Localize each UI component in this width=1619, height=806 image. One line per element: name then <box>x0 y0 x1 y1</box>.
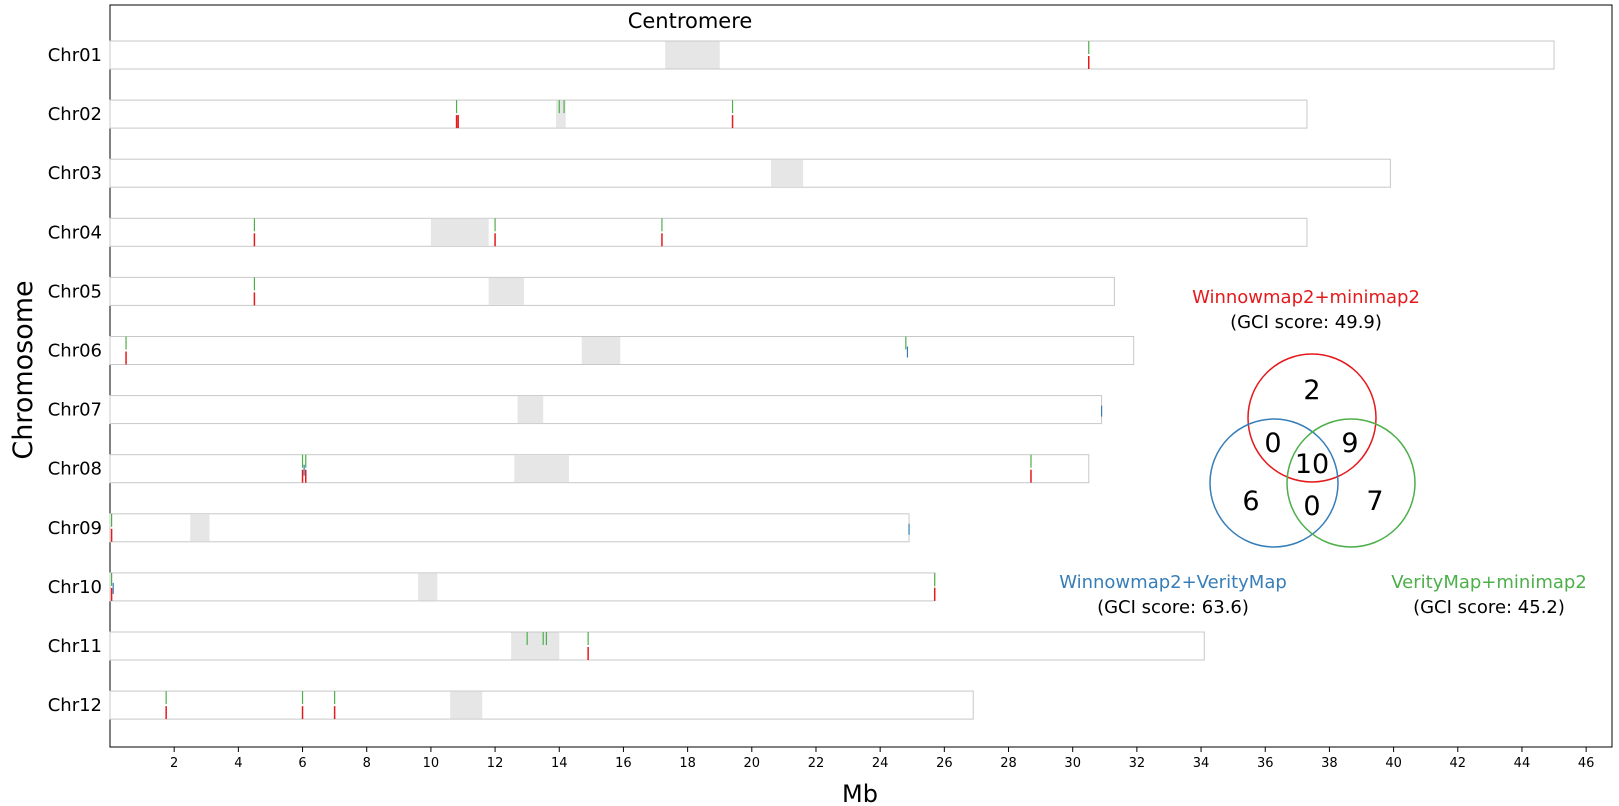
venn-count-blue-only: 6 <box>1242 486 1259 517</box>
x-tick-label: 16 <box>615 756 632 771</box>
chromosome-label: Chr11 <box>48 636 102 657</box>
chromosome-label: Chr03 <box>48 163 102 184</box>
chromosome-bar <box>109 99 1308 129</box>
venn-circle-winnowmap2-veritymap <box>1209 418 1339 548</box>
x-tick-label: 34 <box>1193 756 1210 771</box>
chromosome-label: Chr08 <box>48 459 102 480</box>
venn-count-green-only: 7 <box>1366 486 1383 517</box>
chromosome-label: Chr01 <box>48 45 102 66</box>
x-tick-label: 38 <box>1321 756 1338 771</box>
x-axis-label: Mb <box>842 780 878 806</box>
x-tick-label: 8 <box>363 756 371 771</box>
chromosome-bar <box>109 217 1308 247</box>
x-tick-label: 46 <box>1578 756 1595 771</box>
chromosome-bar <box>109 690 974 720</box>
chromosome-bar <box>109 336 1135 365</box>
x-tick-label: 40 <box>1385 756 1402 771</box>
chromosome-label: Chr12 <box>48 695 102 716</box>
x-tick-label: 24 <box>872 756 889 771</box>
chromosome-bar <box>109 572 936 602</box>
chromosome-label: Chr02 <box>48 104 102 125</box>
venn-score-winnowmap2-minimap2: (GCI score: 49.9) <box>1230 312 1382 333</box>
venn-score-winnowmap2-veritymap: (GCI score: 63.6) <box>1097 597 1249 618</box>
centromere-block <box>450 691 483 719</box>
centromere-block <box>581 337 621 364</box>
chromosome-label: Chr09 <box>48 518 102 539</box>
chromosome-tracks: Chr01 Chr02 Chr03 Chr04 Chr05 Chr06 Chr07 Chr08… <box>48 40 1555 720</box>
centromere-block <box>190 514 210 542</box>
chromosome-bar <box>109 40 1555 70</box>
chromosome-chr05: Chr05 <box>48 276 1115 306</box>
venn-count-all-three: 10 <box>1295 449 1329 480</box>
chromosome-bar <box>109 158 1391 188</box>
x-tick-label: 22 <box>808 756 825 771</box>
centromere-block <box>418 573 438 601</box>
centromere-block <box>511 632 560 660</box>
venn-diagram: 2 0 9 10 6 0 7 Winnowmap2+minimap2 (GCI … <box>1059 287 1587 618</box>
x-tick-label: 44 <box>1514 756 1531 771</box>
chromosome-bar <box>109 395 1103 425</box>
x-tick-label: 28 <box>1000 756 1017 771</box>
chromosome-chr08: Chr08 <box>48 454 1090 484</box>
chromosome-chr01: Chr01 <box>48 40 1555 70</box>
chromosome-chr03: Chr03 <box>48 158 1391 188</box>
chromosome-chr07: Chr07 <box>48 395 1103 425</box>
venn-label-veritymap-minimap2: VerityMap+minimap2 <box>1391 572 1587 593</box>
centromere-label: Centromere <box>628 9 753 33</box>
chromosome-label: Chr10 <box>48 577 102 598</box>
centromere-block <box>517 396 544 424</box>
x-tick-label: 2 <box>170 756 178 771</box>
venn-count-blue-green: 0 <box>1303 491 1320 522</box>
x-tick-label: 20 <box>744 756 761 771</box>
chromosome-label: Chr05 <box>48 281 102 302</box>
x-tick-label: 6 <box>298 756 306 771</box>
chromosome-bar <box>109 631 1205 661</box>
venn-count-red-blue: 0 <box>1264 428 1281 459</box>
chromosome-chr12: Chr12 <box>48 690 974 720</box>
centromere-block <box>514 455 569 483</box>
chromosome-chr09: Chr09 <box>48 513 910 543</box>
venn-label-winnowmap2-veritymap: Winnowmap2+VerityMap <box>1059 572 1287 593</box>
centromere-block <box>430 218 489 246</box>
venn-count-red-only: 2 <box>1303 375 1320 406</box>
x-tick-label: 4 <box>234 756 242 771</box>
chromosome-chr04: Chr04 <box>48 217 1308 247</box>
x-tick-label: 26 <box>936 756 953 771</box>
chromosome-bar <box>109 513 910 543</box>
venn-circle-winnowmap2-minimap2 <box>1247 353 1377 483</box>
chromosome-chr11: Chr11 <box>48 631 1205 661</box>
venn-count-red-green: 9 <box>1341 428 1358 459</box>
centromere-block <box>771 159 804 187</box>
y-axis-label: Chromosome <box>8 280 39 459</box>
venn-circle-veritymap-minimap2 <box>1286 418 1416 548</box>
x-tick-label: 32 <box>1129 756 1146 771</box>
chromosome-label: Chr04 <box>48 222 102 243</box>
centromere-block <box>665 41 720 69</box>
plot-frame <box>109 4 1613 748</box>
centromere-block <box>488 277 524 305</box>
x-tick-label: 42 <box>1450 756 1467 771</box>
x-tick-label: 18 <box>679 756 696 771</box>
x-axis: 2 4 6 8 10 12 14 16 18 20 22 24 26 28 30 32 34 36 38 40 42 44… <box>170 747 1594 771</box>
chromosome-bar <box>109 276 1115 306</box>
x-tick-label: 36 <box>1257 756 1274 771</box>
chromosome-chr06: Chr06 <box>48 336 1135 365</box>
x-tick-label: 12 <box>487 756 504 771</box>
chromosome-label: Chr06 <box>48 341 102 362</box>
x-tick-label: 10 <box>423 756 440 771</box>
venn-label-winnowmap2-minimap2: Winnowmap2+minimap2 <box>1192 287 1420 308</box>
x-tick-label: 30 <box>1064 756 1081 771</box>
venn-score-veritymap-minimap2: (GCI score: 45.2) <box>1413 597 1565 618</box>
chromosome-chr02: Chr02 <box>48 99 1308 129</box>
chromosome-bar <box>109 454 1090 484</box>
chromosome-chr10: Chr10 <box>48 572 936 602</box>
chromosome-label: Chr07 <box>48 400 102 421</box>
centromere-block <box>556 100 566 128</box>
x-tick-label: 14 <box>551 756 568 771</box>
